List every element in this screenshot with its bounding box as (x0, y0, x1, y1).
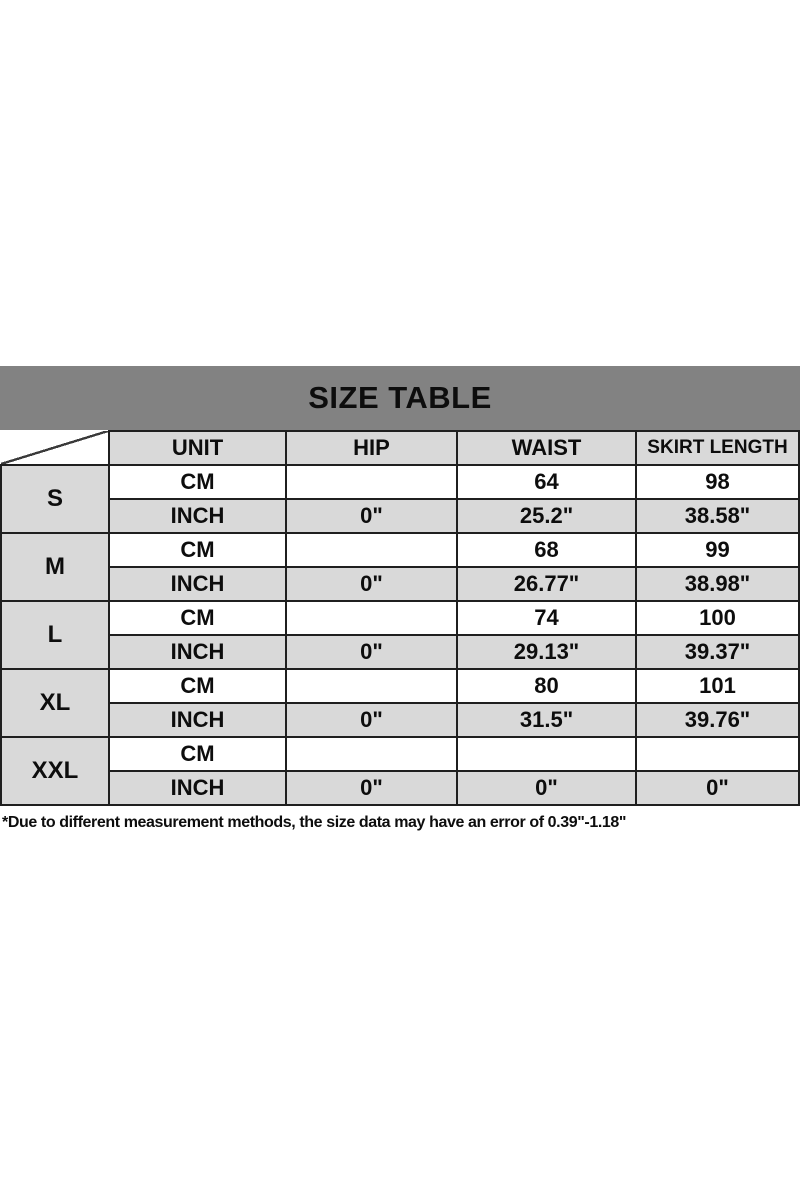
unit-cell-cm: CM (108, 532, 287, 568)
cell-l-cm-skirt: 100 (635, 600, 800, 636)
row-m-cm: M CM 68 99 (0, 532, 800, 602)
size-label-xxl: XXL (0, 736, 110, 806)
cell-l-inch-skirt: 39.37" (635, 634, 800, 670)
size-label-s: S (0, 464, 110, 534)
cell-xxl-inch-waist: 0" (456, 770, 637, 806)
row-xl-cm: XL CM 80 101 (0, 668, 800, 738)
cell-xl-inch-hip: 0" (285, 702, 458, 738)
unit-cell-inch: INCH (108, 770, 287, 806)
unit-cell-inch: INCH (108, 634, 287, 670)
cell-m-inch-waist: 26.77" (456, 566, 637, 602)
row-xxl-inch: INCH 0" 0" 0" (1, 770, 800, 806)
unit-cell-inch: INCH (108, 498, 287, 534)
cell-m-cm-hip (285, 532, 458, 568)
cell-xxl-cm-waist (456, 736, 637, 772)
cell-xl-inch-skirt: 39.76" (635, 702, 800, 738)
cell-m-inch-skirt: 38.98" (635, 566, 800, 602)
unit-cell-inch: INCH (108, 702, 287, 738)
row-s-inch: INCH 0" 25.2" 38.58" (1, 498, 800, 534)
row-xl-inch: INCH 0" 31.5" 39.76" (1, 702, 800, 738)
cell-xl-cm-skirt: 101 (635, 668, 800, 704)
cell-m-cm-waist: 68 (456, 532, 637, 568)
cell-xl-cm-waist: 80 (456, 668, 637, 704)
size-label-m: M (0, 532, 110, 602)
col-header-hip: HIP (285, 430, 458, 466)
row-s-cm: S CM 64 98 (0, 464, 800, 534)
cell-l-inch-hip: 0" (285, 634, 458, 670)
cell-l-cm-hip (285, 600, 458, 636)
col-header-waist: WAIST (456, 430, 637, 466)
cell-l-cm-waist: 74 (456, 600, 637, 636)
measurement-disclaimer: *Due to different measurement methods, t… (2, 814, 627, 831)
cell-m-inch-hip: 0" (285, 566, 458, 602)
cell-s-inch-waist: 25.2" (456, 498, 637, 534)
row-l-inch: INCH 0" 29.13" 39.37" (1, 634, 800, 670)
cell-xl-inch-waist: 31.5" (456, 702, 637, 738)
row-xxl-cm: XXL CM (0, 736, 800, 806)
cell-xxl-cm-skirt (635, 736, 800, 772)
unit-cell-cm: CM (108, 464, 287, 500)
unit-cell-cm: CM (108, 668, 287, 704)
size-label-xl: XL (0, 668, 110, 738)
cell-xxl-inch-hip: 0" (285, 770, 458, 806)
header-row: UNIT HIP WAIST SKIRT LENGTH (1, 430, 800, 466)
cell-l-inch-waist: 29.13" (456, 634, 637, 670)
size-table: UNIT HIP WAIST SKIRT LENGTH S CM 64 98 I… (0, 430, 800, 806)
unit-cell-cm: CM (108, 600, 287, 636)
cell-s-inch-hip: 0" (285, 498, 458, 534)
col-header-unit: UNIT (108, 430, 287, 466)
row-m-inch: INCH 0" 26.77" 38.98" (1, 566, 800, 602)
page-title: SIZE TABLE (308, 380, 492, 415)
unit-cell-inch: INCH (108, 566, 287, 602)
unit-cell-cm: CM (108, 736, 287, 772)
cell-m-cm-skirt: 99 (635, 532, 800, 568)
corner-diagonal-cell (1, 431, 110, 466)
cell-xl-cm-hip (285, 668, 458, 704)
size-label-l: L (0, 600, 110, 670)
title-bar: SIZE TABLE (0, 366, 800, 430)
cell-xxl-inch-skirt: 0" (635, 770, 800, 806)
cell-s-cm-waist: 64 (456, 464, 637, 500)
cell-s-inch-skirt: 38.58" (635, 498, 800, 534)
col-header-skirt-length: SKIRT LENGTH (635, 430, 800, 466)
row-l-cm: L CM 74 100 (0, 600, 800, 670)
cell-s-cm-skirt: 98 (635, 464, 800, 500)
cell-s-cm-hip (285, 464, 458, 500)
cell-xxl-cm-hip (285, 736, 458, 772)
